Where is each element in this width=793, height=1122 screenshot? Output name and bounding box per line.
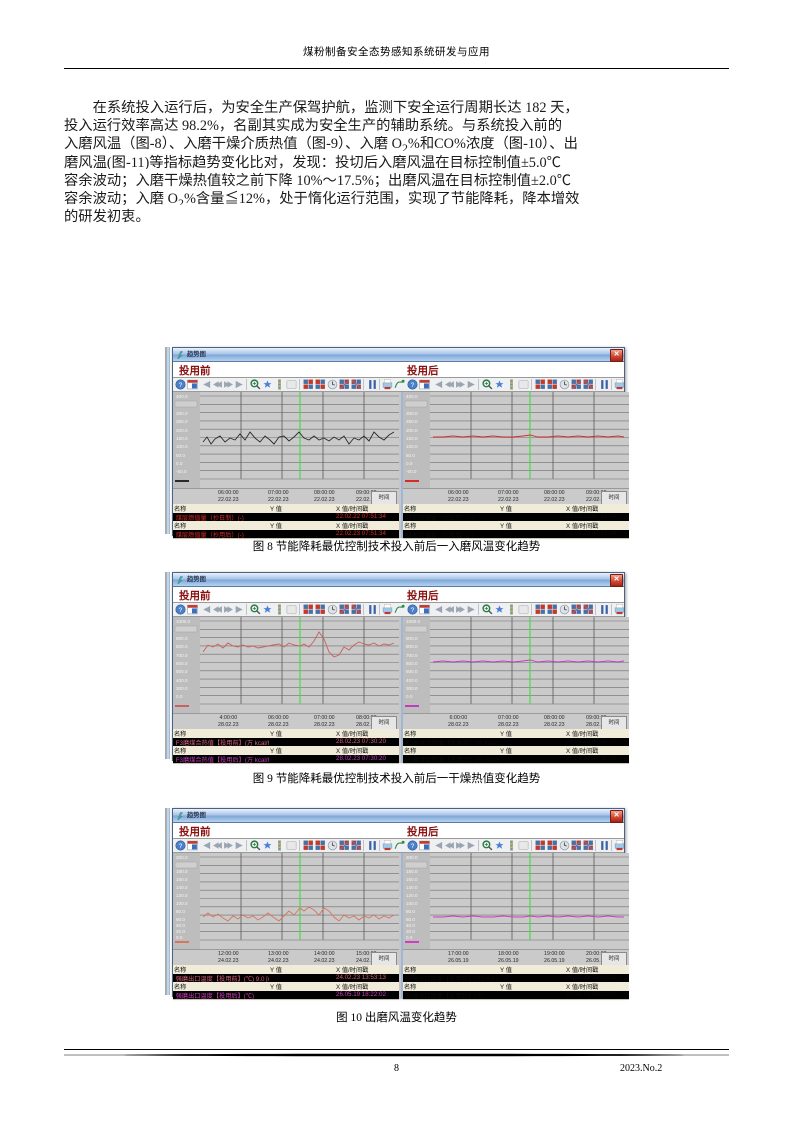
svg-text:900.0: 900.0 (406, 636, 418, 641)
svg-text:400.0: 400.0 (406, 678, 418, 683)
svg-text:?: ? (411, 382, 415, 389)
svg-text:80.0: 80.0 (406, 909, 415, 914)
svg-text:800.0: 800.0 (406, 644, 418, 649)
svg-text:200.0: 200.0 (176, 855, 188, 860)
svg-text:200.0: 200.0 (176, 428, 188, 433)
svg-text:400.0: 400.0 (406, 394, 418, 399)
svg-text:400.0: 400.0 (176, 678, 188, 683)
svg-text:100.0: 100.0 (176, 444, 188, 449)
svg-text:600.0: 600.0 (406, 661, 418, 666)
svg-text:0.0: 0.0 (176, 461, 183, 466)
svg-text:120.0: 120.0 (406, 893, 418, 898)
svg-text:700.0: 700.0 (176, 653, 188, 658)
svg-text:?: ? (179, 382, 183, 389)
svg-text:?: ? (411, 607, 415, 614)
svg-text:800.0: 800.0 (176, 644, 188, 649)
svg-text:?: ? (179, 843, 183, 850)
svg-text:150.0: 150.0 (176, 436, 188, 441)
svg-text:60.0: 60.0 (176, 917, 185, 922)
svg-text:-50.0: -50.0 (176, 469, 187, 474)
svg-text:300.0: 300.0 (406, 686, 418, 691)
svg-text:300.0: 300.0 (176, 411, 188, 416)
svg-text:300.0: 300.0 (176, 686, 188, 691)
svg-text:1000.0: 1000.0 (176, 619, 190, 624)
svg-text:600.0: 600.0 (176, 661, 188, 666)
svg-text:60.0: 60.0 (406, 917, 415, 922)
svg-text:700.0: 700.0 (406, 653, 418, 658)
svg-text:100.0: 100.0 (406, 901, 418, 906)
svg-text:0.0: 0.0 (176, 935, 183, 940)
svg-text:300.0: 300.0 (406, 411, 418, 416)
svg-text:80.0: 80.0 (176, 909, 185, 914)
svg-text:50.0: 50.0 (406, 453, 415, 458)
svg-text:150.0: 150.0 (406, 436, 418, 441)
svg-text:250.0: 250.0 (176, 419, 188, 424)
svg-text:0.0: 0.0 (176, 694, 183, 699)
svg-text:140.0: 140.0 (176, 885, 188, 890)
svg-text:500.0: 500.0 (406, 669, 418, 674)
svg-text:140.0: 140.0 (406, 885, 418, 890)
svg-text:50.0: 50.0 (176, 453, 185, 458)
svg-text:500.0: 500.0 (176, 669, 188, 674)
svg-text:250.0: 250.0 (406, 419, 418, 424)
svg-text:40.0: 40.0 (176, 923, 185, 928)
svg-text:120.0: 120.0 (176, 893, 188, 898)
svg-text:200.0: 200.0 (406, 428, 418, 433)
svg-text:180.0: 180.0 (406, 869, 418, 874)
svg-text:?: ? (179, 607, 183, 614)
svg-text:400.0: 400.0 (176, 394, 188, 399)
svg-text:-50.0: -50.0 (406, 469, 417, 474)
svg-text:?: ? (411, 843, 415, 850)
svg-text:1000.0: 1000.0 (406, 619, 420, 624)
svg-text:0.0: 0.0 (406, 935, 413, 940)
svg-text:100.0: 100.0 (176, 901, 188, 906)
svg-text:0.0: 0.0 (406, 461, 413, 466)
svg-text:200.0: 200.0 (406, 855, 418, 860)
svg-text:40.0: 40.0 (406, 923, 415, 928)
svg-text:160.0: 160.0 (406, 877, 418, 882)
svg-text:180.0: 180.0 (176, 869, 188, 874)
svg-text:0.0: 0.0 (406, 694, 413, 699)
svg-text:160.0: 160.0 (176, 877, 188, 882)
svg-text:20.0: 20.0 (406, 929, 415, 934)
svg-text:900.0: 900.0 (176, 636, 188, 641)
svg-text:20.0: 20.0 (176, 929, 185, 934)
svg-text:100.0: 100.0 (406, 444, 418, 449)
